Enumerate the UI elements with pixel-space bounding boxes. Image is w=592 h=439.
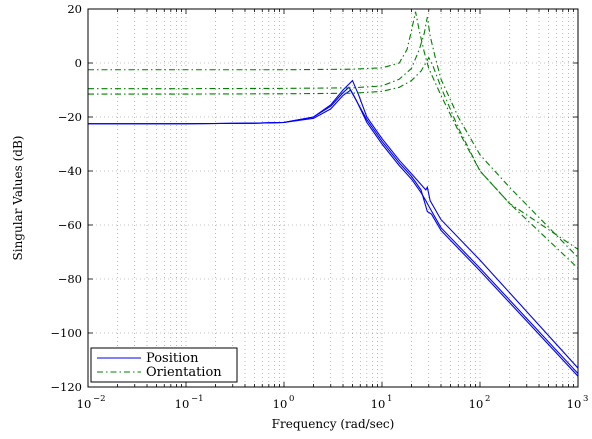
y-tick-label: 0 — [75, 56, 82, 70]
x-tick-exponent: 0 — [289, 394, 294, 404]
series-line-orientation-4 — [88, 16, 578, 258]
grid-lines — [88, 9, 578, 387]
x-tick-label: 10 — [469, 397, 484, 411]
x-tick-exponent: 2 — [485, 394, 490, 404]
y-tick-label: −40 — [58, 164, 82, 178]
x-tick-exponent: 1 — [387, 394, 392, 404]
series-line-position-2 — [88, 79, 578, 369]
legend: Position Orientation — [90, 347, 238, 383]
y-tick-label: −60 — [58, 218, 82, 232]
axis-ticks — [87, 8, 579, 388]
plot-frame — [87, 8, 579, 388]
y-tick-label: 20 — [67, 2, 82, 16]
x-tick-exponent: 3 — [583, 394, 588, 404]
x-tick-label: 10 — [175, 397, 190, 411]
y-tick-label: −120 — [50, 380, 82, 394]
x-tick-exponent: −1 — [191, 394, 204, 404]
x-tick-label: 10 — [567, 397, 582, 411]
legend-label-orientation: Orientation — [146, 365, 222, 380]
y-axis-label: Singular Values (dB) — [11, 136, 25, 261]
x-tick-label: 10 — [77, 397, 92, 411]
x-tick-label: 10 — [273, 397, 288, 411]
series-line-orientation-5 — [88, 56, 578, 269]
legend-box — [90, 347, 238, 383]
x-tick-exponent: −2 — [93, 394, 106, 404]
y-tick-label: −100 — [50, 326, 82, 340]
y-tick-label: −80 — [58, 272, 82, 286]
tick-labels: 10 −2 10 −1 10 0 10 1 10 2 10 3200−20−40−60−80−100−… — [50, 2, 588, 411]
y-tick-label: −20 — [58, 110, 82, 124]
x-axis-label: Frequency (rad/sec) — [272, 417, 395, 431]
x-tick-label: 10 — [371, 397, 386, 411]
series-line-orientation-3 — [88, 11, 578, 250]
plot-series-group — [88, 11, 578, 377]
legend-label-position: Position — [146, 351, 199, 366]
